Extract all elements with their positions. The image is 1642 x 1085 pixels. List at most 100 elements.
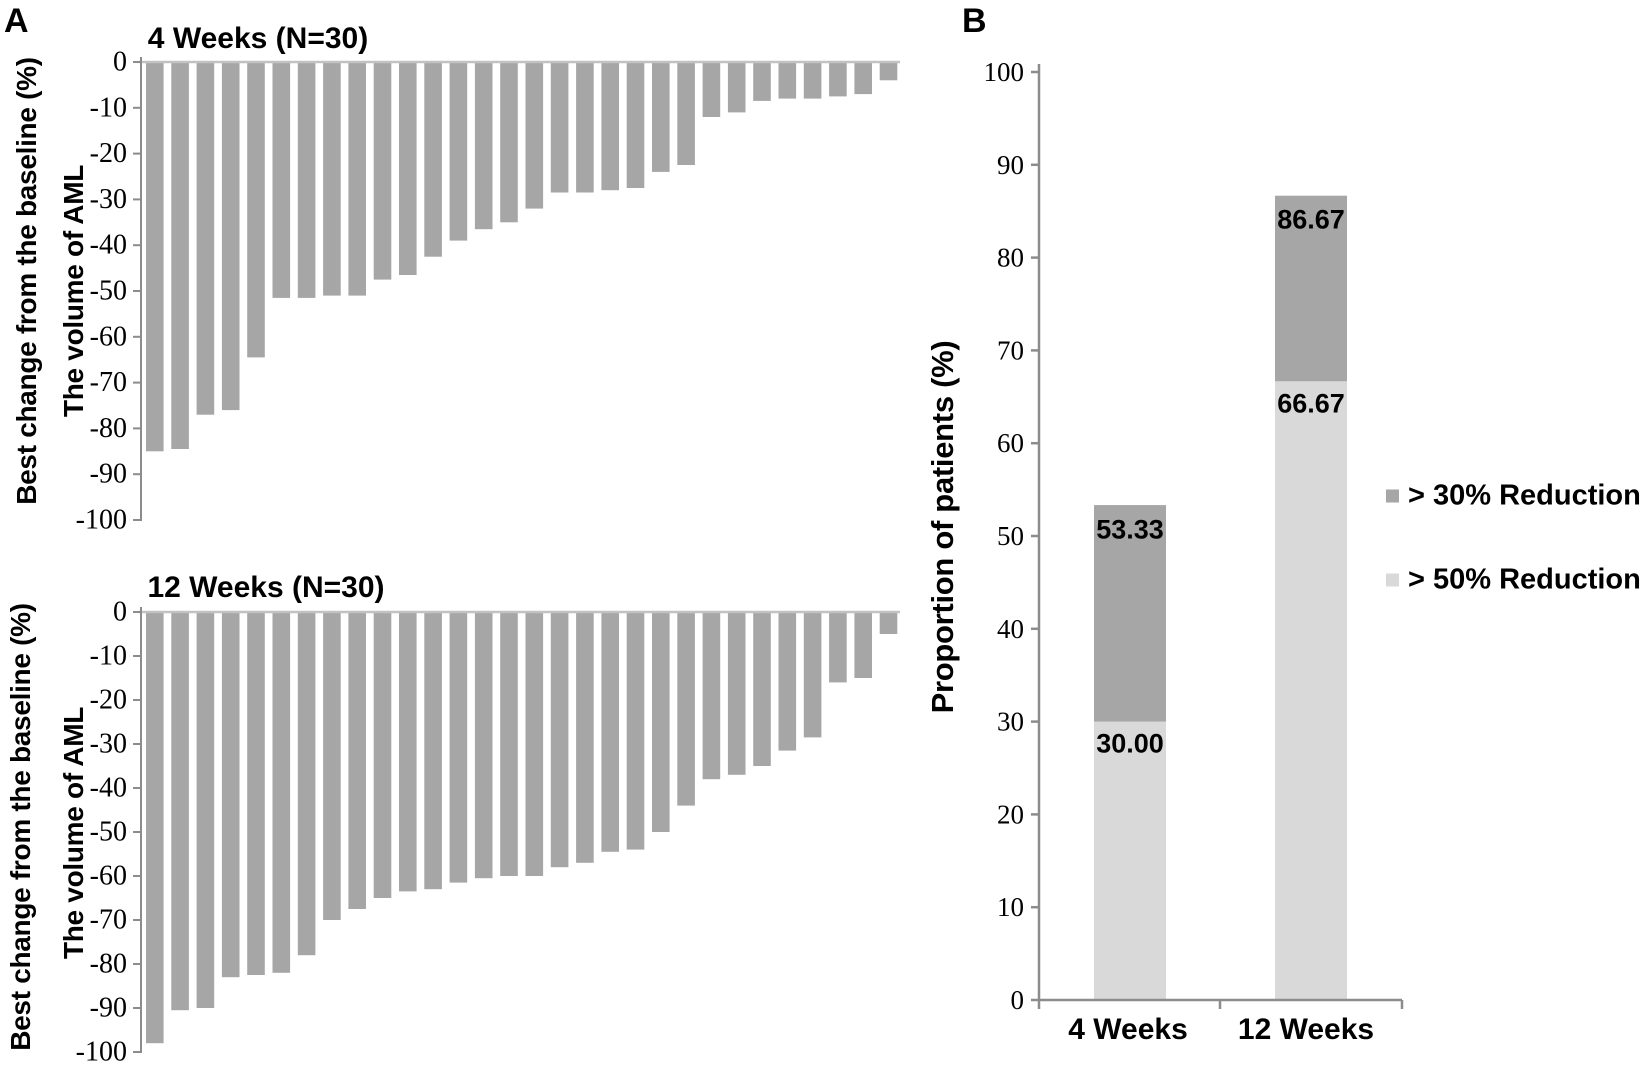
y-tick-label: -10	[90, 641, 127, 672]
waterfall-bar	[146, 612, 164, 1044]
y-tick-label: -30	[90, 184, 127, 215]
y-tick-label: -40	[90, 773, 127, 804]
waterfall-bar	[879, 62, 898, 81]
legend-swatch-gt30-icon	[1386, 489, 1399, 503]
waterfall-bar	[626, 62, 645, 188]
waterfall-bar	[525, 612, 544, 876]
waterfall-bar	[829, 612, 847, 683]
waterfall-bar	[221, 62, 240, 411]
waterfall-bar	[576, 612, 594, 863]
waterfall-bar	[196, 612, 215, 1008]
y-tick-label: 0	[113, 597, 127, 628]
waterfall-bar	[727, 612, 746, 775]
legend-item-gt30: > 30% Reduction	[1386, 480, 1641, 513]
waterfall-bar	[500, 62, 518, 223]
y-tick-label: -70	[90, 367, 127, 398]
y-tick-label: -60	[90, 861, 127, 892]
stacked-segment-gt50	[1275, 381, 1347, 1000]
waterfall-bar	[879, 612, 898, 634]
waterfall-bar	[854, 62, 872, 95]
y-tick-label: -100	[76, 1037, 127, 1068]
waterfall-bar	[171, 62, 189, 449]
waterfall-bar	[753, 62, 771, 101]
y-axis-title-inner-top: The volume of AML	[58, 164, 89, 418]
waterfall-bar	[576, 62, 594, 193]
y-axis-title-proportion: Proportion of patients (%)	[925, 340, 960, 714]
waterfall-bar	[323, 62, 341, 296]
waterfall-bar	[601, 62, 619, 191]
waterfall-bar	[854, 612, 872, 678]
waterfall-bar	[829, 62, 847, 97]
y-tick-label: 0	[113, 47, 127, 78]
waterfall-bar	[449, 612, 468, 883]
y-tick-label: -90	[90, 993, 127, 1024]
y-tick-label: -90	[90, 459, 127, 490]
waterfall-bar	[196, 62, 215, 415]
y-tick-label: 50	[997, 521, 1024, 551]
y-tick-label: 90	[997, 150, 1024, 180]
segment-value-label-12w-total: 86.67	[1277, 204, 1345, 235]
chart-title-4-weeks: 4 Weeks (N=30)	[147, 22, 369, 55]
stacked-segment-gt30	[1275, 195, 1347, 382]
y-tick-label: -100	[76, 505, 127, 536]
waterfall-bar	[373, 62, 392, 280]
chart-title-12-weeks: 12 Weeks (N=30)	[147, 571, 385, 604]
waterfall-bar	[424, 612, 442, 890]
y-tick-label: -80	[90, 949, 127, 980]
segment-value-label-4w-total: 53.33	[1096, 514, 1164, 545]
y-tick-label: 80	[997, 243, 1024, 273]
y-tick-label: 0	[1011, 985, 1025, 1015]
segment-value-label-12w-gt50: 66.67	[1277, 388, 1345, 419]
y-axis-title-outer-bottom: Best change from the baseline (%)	[5, 603, 36, 1051]
waterfall-bar	[652, 62, 670, 172]
y-axis-title-outer-top: Best change from the baseline (%)	[11, 57, 42, 505]
legend-item-gt50: > 50% Reduction	[1386, 564, 1641, 597]
panel-a-letter: A	[4, 2, 29, 40]
category-label-12-weeks: 12 Weeks	[1237, 1013, 1375, 1046]
y-tick-label: 20	[997, 799, 1024, 829]
waterfall-bar	[803, 612, 822, 738]
waterfall-bar	[778, 62, 797, 99]
y-tick-label: -70	[90, 905, 127, 936]
waterfall-bar	[348, 612, 366, 909]
legend-swatch-gt50-icon	[1386, 573, 1399, 587]
y-tick-label: -50	[90, 276, 127, 307]
waterfall-bar	[601, 612, 619, 852]
waterfall-bar	[373, 612, 392, 898]
waterfall-bar	[146, 62, 164, 452]
waterfall-bar	[272, 62, 291, 298]
panel-b-letter: B	[962, 2, 987, 40]
y-tick-label: 100	[984, 57, 1025, 87]
category-label-4-weeks: 4 Weeks	[1068, 1013, 1188, 1046]
waterfall-bar	[803, 62, 822, 99]
y-tick-label: -20	[90, 138, 127, 169]
y-tick-label: -50	[90, 817, 127, 848]
waterfall-bar	[550, 612, 569, 868]
waterfall-bar	[323, 612, 341, 920]
waterfall-bar	[399, 612, 417, 892]
waterfall-bar	[702, 62, 721, 117]
waterfall-bar	[753, 612, 771, 766]
waterfall-bar	[525, 62, 544, 209]
waterfall-bar	[171, 612, 189, 1011]
waterfall-bar	[348, 62, 366, 296]
y-tick-label: 10	[997, 892, 1024, 922]
waterfall-bar	[550, 62, 569, 193]
y-tick-label: 60	[997, 428, 1024, 458]
segment-value-label-4w-gt50: 30.00	[1096, 728, 1164, 759]
y-tick-label: -20	[90, 685, 127, 716]
y-axis-title-inner-bottom: The volume of AML	[58, 706, 89, 960]
waterfall-bar	[474, 612, 493, 879]
waterfall-bar	[474, 62, 493, 230]
waterfall-bar	[221, 612, 240, 978]
waterfall-bar	[677, 62, 695, 165]
legend-label-gt50: > 50% Reduction	[1408, 563, 1641, 596]
waterfall-bar	[272, 612, 291, 973]
y-tick-label: 40	[997, 614, 1024, 644]
waterfall-bar	[399, 62, 417, 275]
y-tick-label: -30	[90, 729, 127, 760]
waterfall-bar	[778, 612, 797, 751]
y-tick-label: -10	[90, 92, 127, 123]
